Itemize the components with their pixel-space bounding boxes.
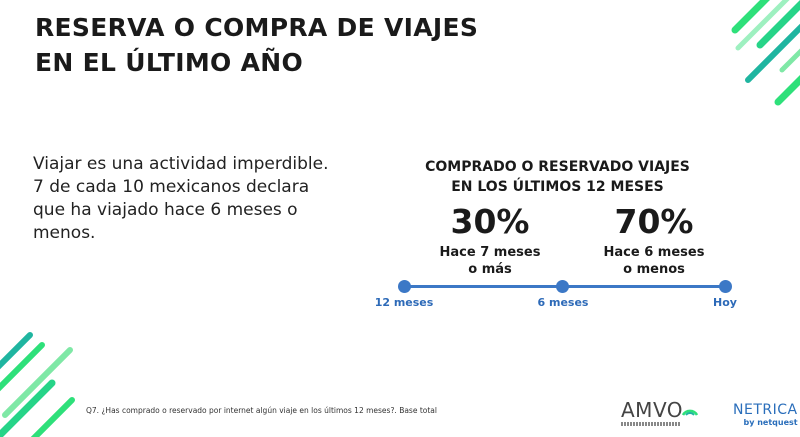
subtitle-line-1: COMPRADO O RESERVADO VIAJES xyxy=(425,159,690,175)
netrica-logo: NETRICA by netquest xyxy=(733,402,798,428)
amvo-logo-tagline xyxy=(621,422,681,426)
title-line-1: RESERVA O COMPRA DE VIAJES xyxy=(35,13,479,42)
amvo-logo-text: AMVO xyxy=(621,398,684,422)
timeline-label-6-months: 6 meses xyxy=(537,296,589,309)
decorative-stripes-top-right xyxy=(731,0,800,106)
body-line-4: menos. xyxy=(33,223,96,243)
stat-recent-desc-line-2: o menos xyxy=(623,262,685,277)
amvo-logo: AMVO xyxy=(621,399,721,433)
body-line-1: Viajar es una actividad imperdible. xyxy=(33,154,329,174)
infographic-subtitle: COMPRADO O RESERVADO VIAJES EN LOS ÚLTIM… xyxy=(405,157,710,197)
timeline-dot-today xyxy=(719,280,732,293)
subtitle-line-2: EN LOS ÚLTIMOS 12 MESES xyxy=(451,179,664,195)
stat-older-value: 30% xyxy=(450,202,530,241)
footnote: Q7. ¿Has comprado o reservado por intern… xyxy=(86,406,437,415)
stat-recent-desc-line-1: Hace 6 meses xyxy=(603,245,705,260)
stat-older-desc-line-2: o más xyxy=(468,262,512,277)
title-line-2: EN EL ÚLTIMO AÑO xyxy=(35,48,304,77)
decorative-stripes-bottom-left xyxy=(0,332,75,437)
timeline-dot-12-months xyxy=(398,280,411,293)
body-line-2: 7 de cada 10 mexicanos declara xyxy=(33,177,310,197)
netrica-logo-subtext: by netquest xyxy=(743,418,798,427)
stat-older-desc-line-1: Hace 7 meses xyxy=(439,245,541,260)
timeline-label-today: Hoy xyxy=(713,296,737,309)
stat-recent-travel: 70% Hace 6 meses o menos xyxy=(574,202,734,278)
netrica-logo-text: NETRICA xyxy=(733,402,798,418)
stat-recent-description: Hace 6 meses o menos xyxy=(574,244,734,278)
stat-recent-value: 70% xyxy=(614,202,694,241)
page-title: RESERVA O COMPRA DE VIAJES EN EL ÚLTIMO … xyxy=(35,10,478,80)
stat-older-travel: 30% Hace 7 meses o más xyxy=(410,202,570,278)
body-paragraph: Viajar es una actividad imperdible. 7 de… xyxy=(33,153,363,245)
timeline-dot-6-months xyxy=(556,280,569,293)
stat-older-description: Hace 7 meses o más xyxy=(410,244,570,278)
timeline-label-12-months: 12 meses xyxy=(374,296,434,309)
body-line-3: que ha viajado hace 6 meses o xyxy=(33,200,298,220)
